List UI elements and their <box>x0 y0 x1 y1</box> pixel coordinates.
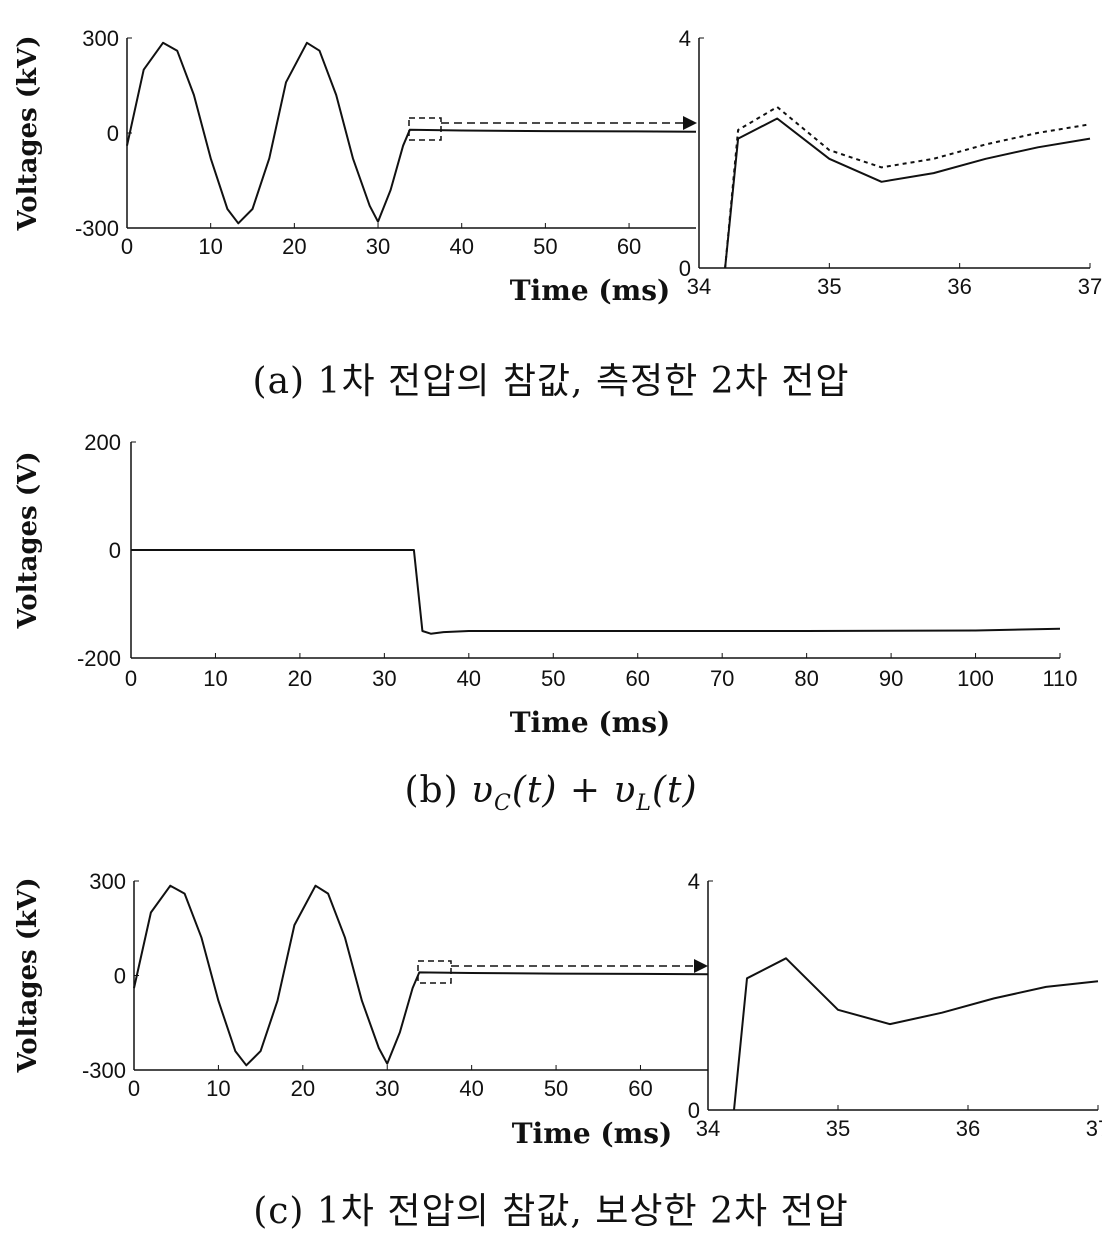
a-main-series-0-line <box>126 41 697 225</box>
b-main-y-tick-label: 200 <box>84 430 121 455</box>
a-main-x-tick-label: 60 <box>617 234 641 259</box>
a-main-x-axis-label: Time (ms) <box>510 274 671 307</box>
c-zoom-y-tick-label: 4 <box>688 869 700 894</box>
a-zoom-x-tick-label: 36 <box>947 274 971 299</box>
caption-b-t2: (t) <box>651 770 698 811</box>
b-main-y-tick-label: -200 <box>77 646 121 671</box>
c-zoom-x-tick-label: 37 <box>1086 1116 1102 1141</box>
c-main-y-tick-label: 300 <box>89 869 126 894</box>
c-main-y-tick-label: 0 <box>114 964 126 989</box>
caption-b-prefix: (b) <box>404 770 459 811</box>
caption-b-v1: υ <box>471 770 494 811</box>
c-main-zoom-arrowhead <box>694 959 708 973</box>
a-main-x-tick-label: 0 <box>121 234 133 259</box>
c-main-x-tick-label: 20 <box>291 1076 315 1101</box>
c-main-x-tick-label: 60 <box>628 1076 652 1101</box>
a-zoom-x-tick-label: 37 <box>1078 274 1102 299</box>
caption-a: (a) 1차 전압의 참값, 측정한 2차 전압 <box>252 361 850 402</box>
b-main-x-tick-label: 70 <box>710 666 734 691</box>
a-main-x-tick-label: 10 <box>198 234 222 259</box>
a-main-y-tick-label: 0 <box>107 121 119 146</box>
b-main-series-0-line <box>131 549 1061 635</box>
a-main-y-axis-label: Voltages (kV) <box>13 35 43 231</box>
c-main-y-axis-label: Voltages (kV) <box>13 877 43 1073</box>
b-main-x-tick-label: 10 <box>203 666 227 691</box>
caption-c: (c) 1차 전압의 참값, 보상한 2차 전압 <box>253 1191 849 1232</box>
c-main-x-tick-label: 10 <box>206 1076 230 1101</box>
c-main-zoom-box <box>417 960 452 984</box>
b-main-x-tick-label: 30 <box>372 666 396 691</box>
c-main-x-tick-label: 30 <box>375 1076 399 1101</box>
a-main-x-tick-label: 50 <box>533 234 557 259</box>
a-main-zoom-box <box>408 117 442 141</box>
c-main-x-axis-label: Time (ms) <box>512 1117 673 1150</box>
b-main-x-tick-label: 80 <box>794 666 818 691</box>
a-zoom-y-tick-label: 0 <box>679 256 691 281</box>
c-main-x-tick-label: 40 <box>459 1076 483 1101</box>
b-main-y-tick-label: 0 <box>109 538 121 563</box>
c-zoom-x-tick-label: 34 <box>696 1116 720 1141</box>
b-main-x-tick-label: 60 <box>625 666 649 691</box>
caption-b-plus: + <box>569 770 601 811</box>
c-zoom-x-tick-label: 35 <box>826 1116 850 1141</box>
b-main-x-tick-label: 110 <box>1042 666 1077 691</box>
a-main-x-tick-label: 20 <box>282 234 306 259</box>
b-main-x-tick-label: 90 <box>879 666 903 691</box>
c-main-y-tick-label: -300 <box>82 1058 126 1083</box>
a-main-y-tick-label: -300 <box>75 216 119 241</box>
b-main-x-tick-label: 100 <box>957 666 994 691</box>
caption-b-t1: (t) <box>511 770 558 811</box>
caption-b-sub2: L <box>636 791 652 817</box>
b-main-x-tick-label: 40 <box>457 666 481 691</box>
a-zoom-y-tick-label: 4 <box>679 26 691 51</box>
c-main-x-tick-label: 50 <box>544 1076 568 1101</box>
a-zoom-x-tick-label: 35 <box>817 274 841 299</box>
c-zoom-x-tick-label: 36 <box>956 1116 980 1141</box>
caption-b-sub1: C <box>493 791 512 817</box>
a-main-y-tick-label: 300 <box>82 26 119 51</box>
a-main-zoom-arrowhead <box>683 116 697 130</box>
b-main-x-axis-label: Time (ms) <box>510 706 671 739</box>
caption-b-v2: υ <box>613 770 637 811</box>
a-main-x-tick-label: 40 <box>449 234 473 259</box>
a-main-x-tick-label: 30 <box>366 234 390 259</box>
b-main-x-tick-label: 20 <box>288 666 312 691</box>
c-zoom-series-0-line <box>733 957 1099 1111</box>
a-zoom-series-0-line <box>724 117 1091 269</box>
c-main-x-tick-label: 0 <box>128 1076 140 1101</box>
b-main-x-tick-label: 0 <box>125 666 137 691</box>
a-zoom-x-tick-label: 34 <box>687 274 711 299</box>
b-main-y-axis-label: Voltages (V) <box>13 451 43 629</box>
c-zoom-y-tick-label: 0 <box>688 1098 700 1123</box>
b-main-x-tick-label: 50 <box>541 666 565 691</box>
caption-b: (b) υC(t) + υL(t) <box>0 770 1102 816</box>
a-zoom-series-1-line <box>724 106 1091 269</box>
c-main-series-0-line <box>133 884 709 1067</box>
